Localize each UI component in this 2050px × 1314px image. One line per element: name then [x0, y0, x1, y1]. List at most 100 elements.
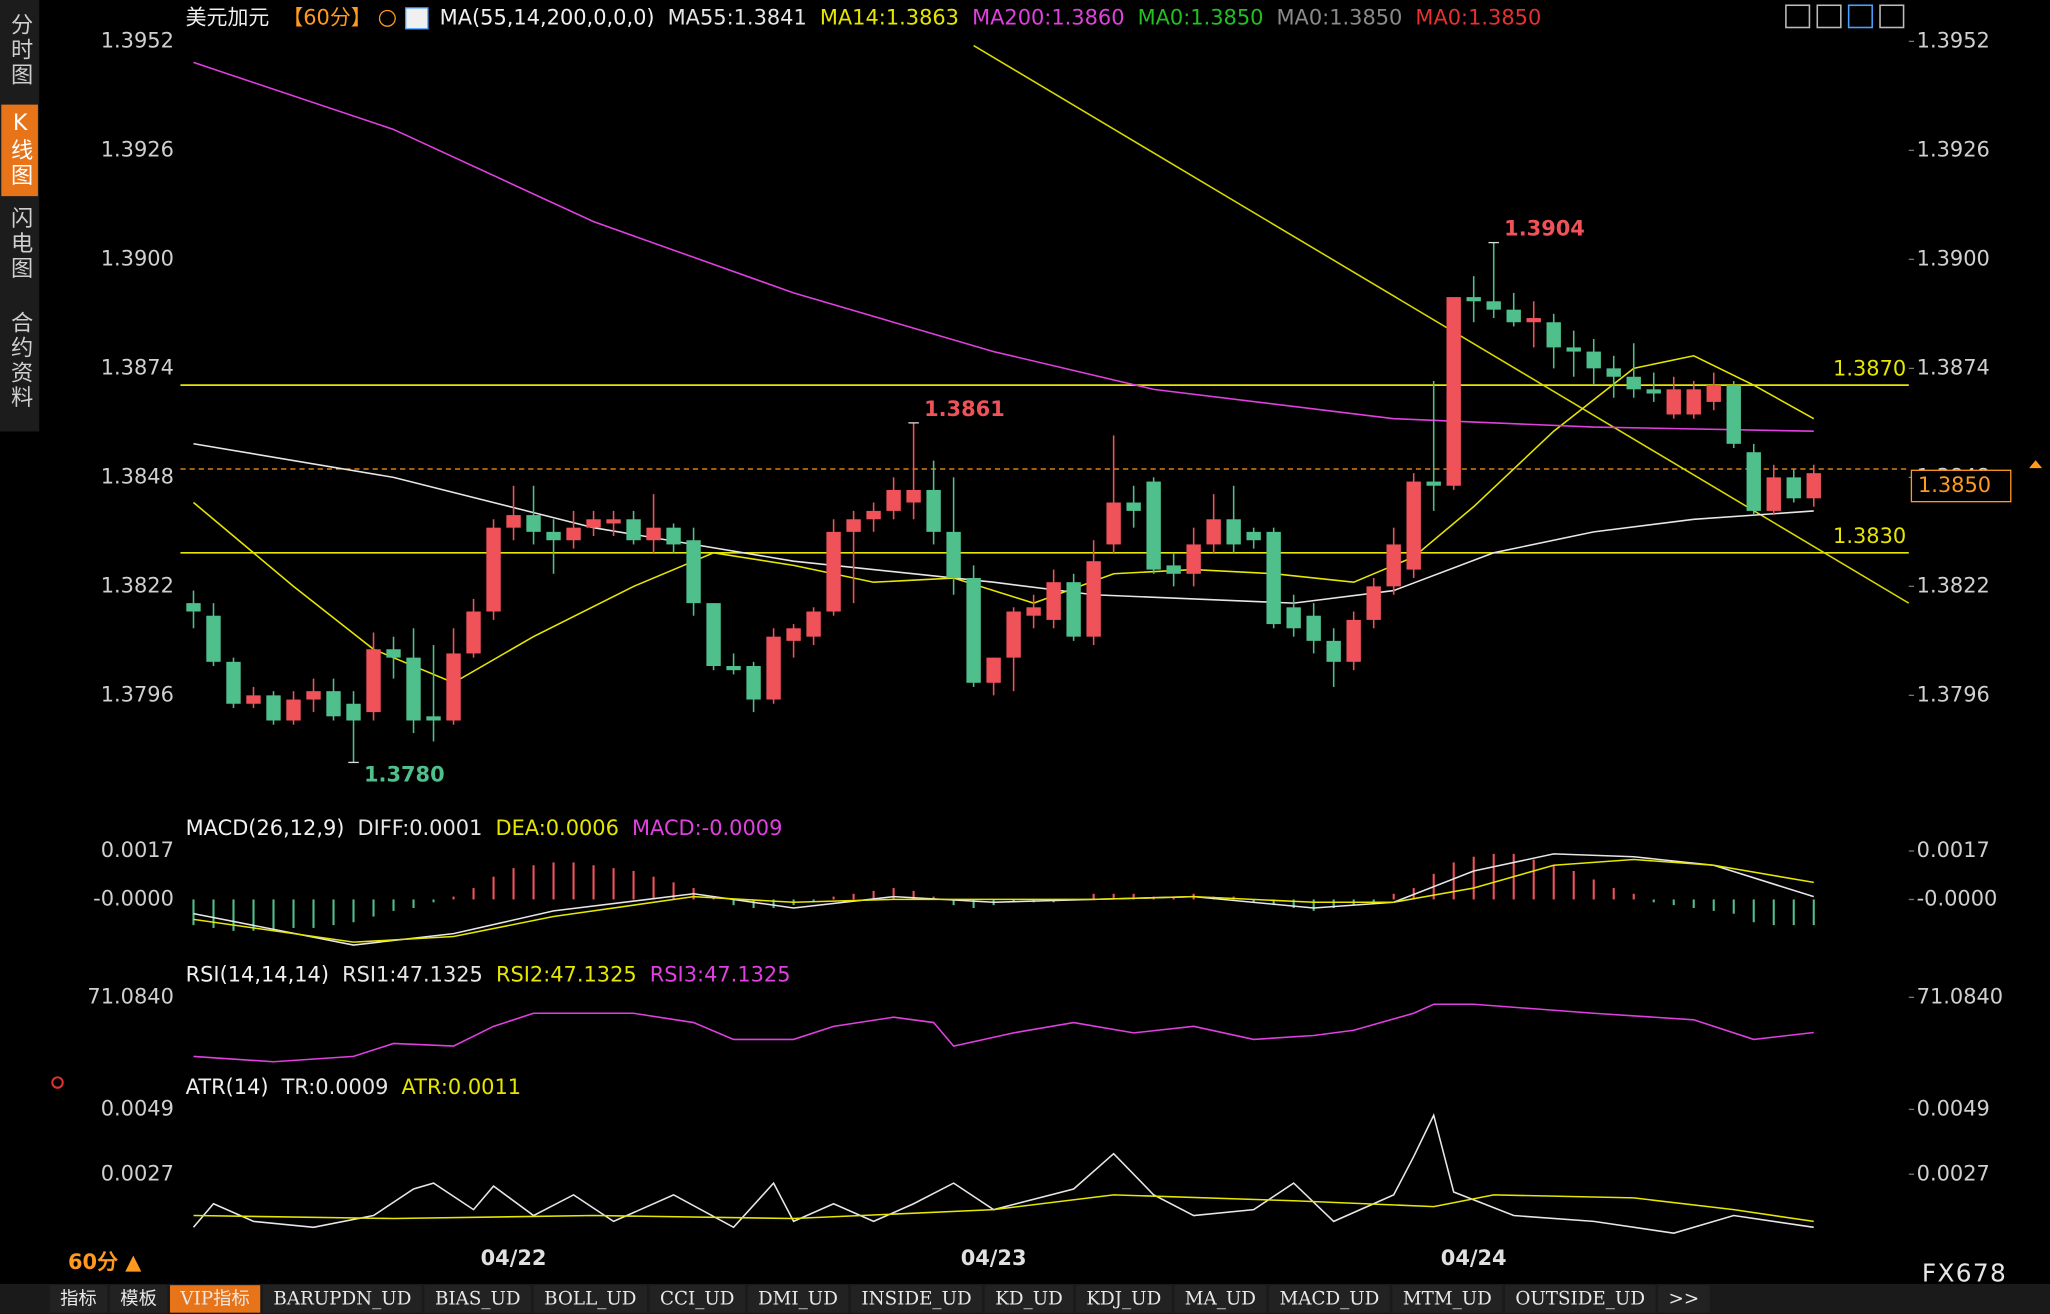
y-tick-label: 1.3926 [1917, 137, 1990, 161]
legend-entry: RSI3:47.1325 [650, 962, 791, 986]
price-box [1910, 469, 2012, 503]
candle-body [426, 716, 441, 721]
candle-body [826, 531, 841, 612]
candle-body [1426, 481, 1441, 486]
candle-body [1526, 318, 1541, 323]
toolbar-icons[interactable] [1785, 4, 1905, 29]
candle-body [526, 515, 541, 532]
bottom-tab[interactable]: BIAS_UD [435, 1289, 521, 1310]
candle-body [1466, 297, 1481, 302]
side-tab[interactable]: K线图 [7, 110, 33, 188]
candle-body [546, 531, 561, 541]
side-tab[interactable]: 闪电图 [7, 206, 33, 281]
tab-bg [262, 1285, 422, 1313]
bottom-tab[interactable]: KD_UD [995, 1289, 1063, 1310]
candle-body [1706, 385, 1721, 402]
indicator-line [193, 1194, 1814, 1223]
candle-body [946, 531, 961, 578]
bottom-tab[interactable]: VIP指标 [179, 1289, 249, 1310]
y-tick-label: -0.0000 [93, 886, 174, 910]
legend-entry: MA0:1.3850 [1138, 5, 1264, 29]
candle-body [666, 527, 681, 545]
bottom-tab[interactable]: >> [1669, 1289, 1700, 1310]
candle-body [806, 611, 821, 637]
tab-bg [1174, 1285, 1267, 1313]
legend-entry: DEA:0.0006 [495, 816, 618, 840]
legend-entry: RSI1:47.1325 [342, 962, 483, 986]
candle-body [506, 515, 521, 528]
indicator-line [192, 1112, 1814, 1234]
y-tick-label: 1.3874 [1917, 355, 1990, 379]
bottom-tab[interactable]: MACD_UD [1280, 1289, 1380, 1310]
indicator-line [193, 858, 1814, 943]
candle-body [1726, 385, 1741, 444]
candle-body [1106, 502, 1121, 545]
tab-bg [850, 1285, 983, 1313]
candle-body [1166, 565, 1181, 574]
candle-body [346, 703, 361, 721]
bottom-tab[interactable]: OUTSIDE_UD [1515, 1289, 1645, 1310]
y-tick-label: 1.3822 [101, 573, 174, 597]
candle-body [1626, 376, 1641, 390]
bottom-tab[interactable]: KDJ_UD [1086, 1289, 1161, 1310]
bottom-tab[interactable]: 指标 [60, 1289, 97, 1310]
candle-body [1146, 481, 1161, 570]
candle-body [406, 657, 421, 721]
candle-body [1126, 502, 1141, 511]
candle-body [1606, 368, 1621, 377]
icon [405, 7, 429, 30]
bottom-tab[interactable]: BARUPDN_UD [273, 1289, 411, 1310]
tab-bg [984, 1285, 1074, 1313]
side-tab[interactable]: 分时图 [7, 13, 33, 88]
candle-body [886, 489, 901, 511]
candle-body [1026, 607, 1041, 616]
candle-body [326, 691, 341, 717]
candle-body [606, 519, 621, 524]
candle-body [1206, 519, 1221, 545]
tab-group: 指标 模板 VIP指标 BARUPDN_UD BIAS_UD BOLL_UD CCI_UD D… [49, 1285, 1710, 1313]
y-tick-label: 1.3822 [1917, 573, 1990, 597]
candle-body [366, 649, 381, 713]
legend-entry: RSI2:47.1325 [496, 962, 637, 986]
legend-entry: MA14:1.3863 [820, 5, 959, 29]
legend-entry: DIFF:0.0001 [358, 816, 483, 840]
indicator-name: MA(55,14,200,0,0,0) [440, 5, 655, 29]
candle-body [1486, 301, 1501, 310]
y-tick-label: 1.3874 [101, 355, 174, 379]
bottom-tab[interactable]: BOLL_UD [544, 1289, 636, 1310]
brand: FX678 [1922, 1259, 2007, 1288]
candle-body [1446, 297, 1461, 486]
candle-body [726, 666, 741, 671]
tab-bg [747, 1285, 849, 1313]
bottom-tab[interactable]: MA_UD [1185, 1289, 1256, 1310]
bottom-tab[interactable]: 模板 [120, 1289, 157, 1310]
symbol: 美元加元 [186, 5, 270, 29]
bottom-tab[interactable]: CCI_UD [660, 1289, 734, 1310]
candle-body [1366, 586, 1381, 620]
bottom-tab[interactable]: INSIDE_UD [861, 1289, 971, 1310]
candle-body [1806, 473, 1821, 499]
indicator-name: RSI(14,14,14) [186, 962, 329, 986]
tab-bg [1504, 1285, 1656, 1313]
candle-body [706, 603, 721, 667]
price-arrow [2029, 460, 2043, 469]
indicator-line [193, 61, 1814, 432]
last-price-label: 1.3850 [1918, 473, 1991, 497]
candle-body [846, 519, 861, 532]
y-tick-label: 1.3796 [101, 682, 174, 706]
bottom-tab[interactable]: MTM_UD [1403, 1289, 1492, 1310]
candle-body [446, 653, 461, 721]
indicator-name: ATR(14) [186, 1075, 269, 1099]
candle-body [226, 661, 241, 704]
side-tab[interactable]: 合约资料 [7, 311, 33, 411]
bottom-tab[interactable]: DMI_UD [758, 1289, 838, 1310]
candle-body [586, 519, 601, 528]
candle-body [926, 489, 941, 532]
period-switch[interactable]: 60分 ▲ [68, 1250, 142, 1274]
tab-bg [1658, 1285, 1710, 1313]
icon [378, 9, 396, 27]
candle-body [766, 636, 781, 700]
legend-entry: ATR:0.0011 [402, 1075, 522, 1099]
extreme-label: 1.3780 [364, 763, 445, 787]
